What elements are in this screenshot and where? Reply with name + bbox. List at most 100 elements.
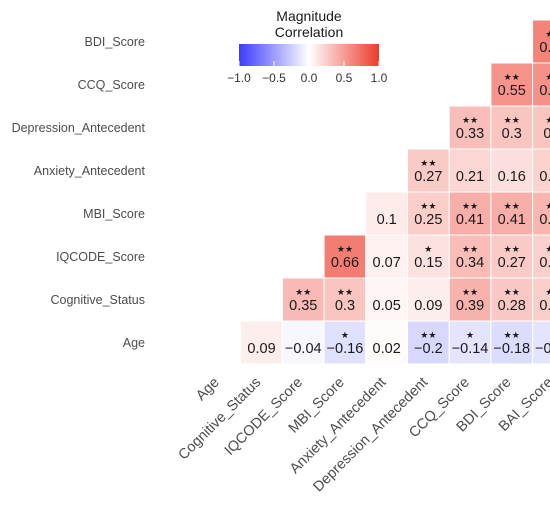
cell-value-label: 0.37 <box>539 212 550 228</box>
cell-value-label: 0.33 <box>456 126 484 142</box>
heatmap-cell <box>490 320 534 365</box>
cell-value-label: 0.39 <box>456 298 484 314</box>
heatmap-cell <box>448 105 492 150</box>
heatmap-cell <box>448 320 492 365</box>
significance-stars: ★★ <box>462 287 478 297</box>
significance-stars: ★★ <box>545 115 550 125</box>
cell-value-label: −0.16 <box>327 341 364 357</box>
row-label: Anxiety_Antecedent <box>34 164 146 178</box>
heatmap-cells: 0.63★★0.55★★0.56★★0.33★★0.3★★0.3★★0.27★★… <box>240 19 550 365</box>
legend-tick-label: 1.0 <box>371 71 388 85</box>
cell-value-label: 0.1 <box>377 212 397 228</box>
heatmap-cell <box>532 19 550 64</box>
heatmap-cell <box>407 277 450 322</box>
row-label: CCQ_Score <box>78 78 145 92</box>
significance-stars: ★★ <box>420 158 436 168</box>
legend-title-line1: Magnitude <box>276 8 342 24</box>
row-axis-labels: BDI_Score CCQ_Score Depression_Antecedent A… <box>12 35 146 350</box>
cell-value-label: −0.14 <box>535 341 550 357</box>
heatmap-cell <box>532 105 550 150</box>
heatmap-cell <box>448 191 492 236</box>
row-label: BDI_Score <box>85 35 145 49</box>
heatmap-cell <box>407 191 450 236</box>
cell-value-label: 0.55 <box>498 83 526 99</box>
legend-tick-label: 0.5 <box>336 71 353 85</box>
cell-value-label: 0.23 <box>539 169 550 185</box>
heatmap-cell <box>240 320 283 365</box>
cell-value-label: −0.2 <box>414 341 443 357</box>
heatmap-cell <box>281 277 325 322</box>
cell-value-label: 0.3 <box>502 126 522 142</box>
cell-value-label: 0.28 <box>498 298 526 314</box>
cell-value-label: −0.14 <box>452 341 489 357</box>
cell-value-label: 0.21 <box>456 169 484 185</box>
color-legend: Magnitude Correlation −1.0 −0.5 0.0 0.5 1.0 <box>227 8 388 85</box>
significance-stars: ★★ <box>337 287 353 297</box>
cell-value-label: 0.56 <box>539 83 550 99</box>
cell-value-label: 0.09 <box>414 298 442 314</box>
cell-value-label: 0.25 <box>539 298 550 314</box>
significance-stars: ★★ <box>545 201 550 211</box>
legend-title-line2: Correlation <box>275 24 343 40</box>
row-label: MBI_Score <box>83 207 145 221</box>
cell-value-label: 0.66 <box>331 255 359 271</box>
heatmap-cell <box>407 234 450 279</box>
column-axis-labels: AgeCognitive_StatusIQCODE_ScoreMBI_Score… <box>176 375 550 496</box>
cell-value-label: 0.05 <box>373 298 401 314</box>
cell-value-label: 0.3 <box>543 126 550 142</box>
heatmap-cell <box>448 234 492 279</box>
cell-value-label: 0.24 <box>539 255 550 271</box>
row-label: Age <box>123 336 145 350</box>
cell-value-label: 0.41 <box>456 212 484 228</box>
cell-value-label: 0.07 <box>373 255 401 271</box>
significance-stars: ★ <box>424 244 432 254</box>
cell-value-label: 0.3 <box>335 298 355 314</box>
cell-value-label: 0.27 <box>498 255 526 271</box>
significance-stars: ★★ <box>504 287 520 297</box>
heatmap-cell <box>532 234 550 279</box>
significance-stars: ★★ <box>504 244 520 254</box>
heatmap-cell <box>323 320 367 365</box>
cell-value-label: 0.41 <box>498 212 526 228</box>
significance-stars: ★★ <box>504 115 520 125</box>
heatmap-cell <box>532 320 550 365</box>
significance-stars: ★★ <box>295 287 311 297</box>
significance-stars: ★★ <box>504 72 520 82</box>
row-label: IQCODE_Score <box>56 250 145 264</box>
cell-value-label: 0.25 <box>414 212 442 228</box>
legend-gradient-bar <box>239 44 379 66</box>
heatmap-cell <box>365 234 408 279</box>
cell-value-label: 0.35 <box>289 298 317 314</box>
cell-value-label: 0.27 <box>414 169 442 185</box>
cell-value-label: 0.15 <box>414 255 442 271</box>
significance-stars: ★★ <box>462 201 478 211</box>
heatmap-cell <box>532 62 550 107</box>
cell-value-label: 0.63 <box>539 40 550 56</box>
significance-stars: ★★ <box>545 72 550 82</box>
heatmap-cell <box>532 277 550 322</box>
row-label: Depression_Antecedent <box>12 121 146 135</box>
legend-tick-label: 0.0 <box>301 71 318 85</box>
cell-value-label: −0.18 <box>493 341 530 357</box>
significance-stars: ★★ <box>504 330 520 340</box>
significance-stars: ★ <box>466 330 474 340</box>
heatmap-cell <box>490 191 534 236</box>
significance-stars: ★★ <box>337 244 353 254</box>
cell-value-label: 0.16 <box>498 169 526 185</box>
heatmap-cell <box>365 320 408 365</box>
legend-tick-label: −1.0 <box>227 71 251 85</box>
significance-stars: ★★ <box>462 244 478 254</box>
significance-stars: ★★ <box>545 287 550 297</box>
significance-stars: ★★ <box>420 330 436 340</box>
cell-value-label: −0.04 <box>285 341 322 357</box>
heatmap-cell <box>532 148 550 193</box>
cell-value-label: 0.09 <box>247 341 275 357</box>
significance-stars: ★★ <box>462 115 478 125</box>
cell-value-label: 0.34 <box>456 255 484 271</box>
heatmap-cell <box>490 234 534 279</box>
heatmap-cell <box>365 277 408 322</box>
significance-stars: ★ <box>341 330 349 340</box>
heatmap-cell <box>407 148 450 193</box>
significance-stars: ★★ <box>504 201 520 211</box>
